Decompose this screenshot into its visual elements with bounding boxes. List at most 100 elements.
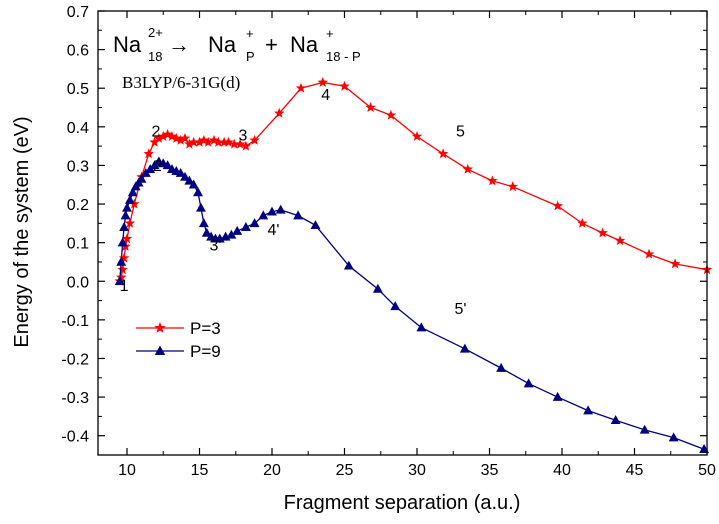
data-point xyxy=(121,233,133,244)
y-tick-label: 0.2 xyxy=(67,197,89,214)
data-point xyxy=(127,187,138,197)
data-point xyxy=(175,167,186,177)
x-tick-label: 50 xyxy=(698,462,716,479)
data-point xyxy=(162,160,173,170)
data-point xyxy=(614,235,626,246)
data-point xyxy=(390,301,401,311)
data-point xyxy=(184,138,195,149)
data-point xyxy=(188,179,199,189)
data-point xyxy=(583,405,594,415)
title-arrow: → xyxy=(168,32,190,57)
title-na18p: Na xyxy=(290,32,319,57)
data-point xyxy=(198,218,209,228)
data-point xyxy=(118,252,130,263)
data-point xyxy=(668,432,679,442)
data-point xyxy=(149,136,160,147)
series-layer xyxy=(114,76,713,453)
data-point xyxy=(114,276,125,286)
data-point xyxy=(295,82,307,93)
data-point xyxy=(274,107,285,118)
data-point xyxy=(372,283,383,293)
annotation-layer: 1 2 2' 3 3' 4 4' 5 5' xyxy=(120,87,467,318)
series-p3 xyxy=(114,76,713,286)
x-tick-label: 35 xyxy=(481,462,499,479)
data-point xyxy=(462,163,473,174)
data-point xyxy=(153,132,165,143)
data-point xyxy=(213,136,224,147)
x-tick-label: 25 xyxy=(336,462,354,479)
data-point xyxy=(218,136,230,147)
point-label: 4 xyxy=(321,87,330,104)
point-label: 5' xyxy=(455,301,467,318)
data-point xyxy=(166,130,178,141)
title-nap-sub: P xyxy=(246,49,255,64)
data-point xyxy=(184,175,195,185)
series-line xyxy=(119,160,705,450)
y-tick-label: 0.1 xyxy=(67,236,89,253)
y-tick-label: 0.5 xyxy=(67,81,89,98)
data-point xyxy=(310,220,321,230)
data-point xyxy=(143,148,154,159)
data-point xyxy=(577,217,588,228)
title-formula: Na 2+ 18 → Na + P + Na + 18 - P xyxy=(113,25,361,64)
title-na18p-sub: 18 - P xyxy=(326,49,361,64)
data-point xyxy=(339,80,350,91)
x-tick-label: 10 xyxy=(118,462,136,479)
data-point xyxy=(162,129,173,139)
data-point xyxy=(597,227,608,238)
data-point xyxy=(365,102,376,112)
legend-marker xyxy=(154,345,166,355)
point-label: 2' xyxy=(153,158,165,175)
x-tick-label: 20 xyxy=(263,462,281,479)
data-point xyxy=(188,136,199,147)
y-tick-label: 0.7 xyxy=(67,4,89,21)
y-tick-label: 0.0 xyxy=(67,274,89,291)
data-point xyxy=(201,227,212,237)
data-point xyxy=(229,138,240,149)
data-point xyxy=(240,222,251,231)
data-point xyxy=(223,136,234,147)
data-point xyxy=(180,171,190,181)
y-tick-label: -0.1 xyxy=(61,313,89,330)
data-point xyxy=(639,424,650,434)
data-point xyxy=(275,204,286,214)
y-tick-label: -0.3 xyxy=(61,390,89,407)
data-point xyxy=(136,173,147,183)
data-point xyxy=(487,175,498,186)
data-point xyxy=(552,200,563,211)
data-point xyxy=(240,140,252,151)
axes: 10 15 20 25 30 35 40 45 500.70.60.50.40.30.20.10… xyxy=(61,4,716,479)
data-point xyxy=(343,260,354,270)
data-point xyxy=(258,210,269,220)
data-point xyxy=(232,225,243,235)
data-point xyxy=(226,229,237,239)
data-point xyxy=(120,210,131,220)
data-point xyxy=(267,206,277,216)
y-tick-label: -0.4 xyxy=(61,429,89,446)
data-point xyxy=(496,362,507,372)
title-nap-sup: + xyxy=(246,26,254,41)
data-point xyxy=(249,134,260,145)
data-point xyxy=(208,134,220,145)
method-label: B3LYP/6-31G(d) xyxy=(122,73,240,92)
point-label: 4' xyxy=(267,222,279,239)
x-axis-label: Fragment separation (a.u.) xyxy=(284,492,521,514)
legend-marker xyxy=(154,322,166,333)
point-label: 3 xyxy=(239,127,248,144)
data-point xyxy=(249,218,260,228)
data-point xyxy=(385,109,397,120)
data-point xyxy=(115,271,127,282)
data-point xyxy=(175,134,186,145)
data-point xyxy=(234,138,246,149)
legend: P=3P=9 xyxy=(136,319,221,361)
data-point xyxy=(194,136,205,147)
y-tick-label: 0.6 xyxy=(67,43,89,60)
data-point xyxy=(116,256,127,266)
data-point xyxy=(643,248,655,259)
data-point xyxy=(193,187,203,197)
data-point xyxy=(523,378,534,388)
data-point xyxy=(124,217,136,228)
title-nap: Na xyxy=(208,32,237,57)
data-point xyxy=(293,210,304,220)
